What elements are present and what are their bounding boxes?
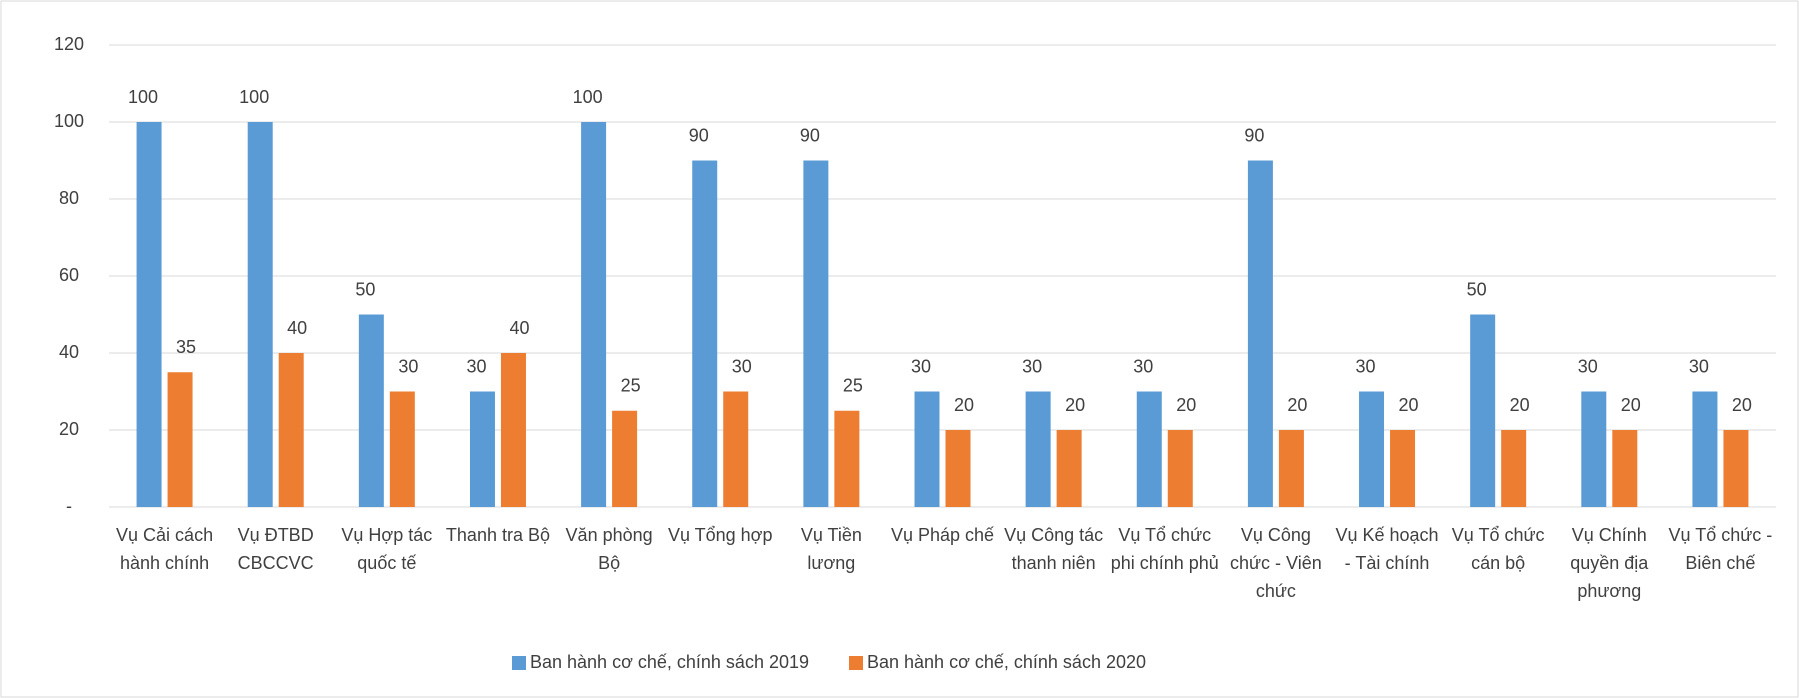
data-label: 30: [1578, 356, 1598, 376]
bar: [1167, 430, 1193, 507]
data-label: 20: [954, 395, 974, 415]
bar: [1581, 391, 1607, 507]
bar: [247, 122, 273, 507]
data-label: 20: [1176, 395, 1196, 415]
legend-swatch: [512, 656, 526, 670]
bar: [500, 353, 526, 507]
bar: [692, 160, 718, 507]
y-tick-label: -: [66, 496, 72, 516]
bar: [136, 122, 162, 507]
data-label: 30: [1133, 356, 1153, 376]
bar: [1390, 430, 1416, 507]
bar: [1612, 430, 1638, 507]
x-tick-label: Vụ Tổng hợp: [667, 525, 773, 545]
x-tick-label: Vụ Cải cách hành chính: [116, 525, 214, 573]
data-label: 20: [1065, 395, 1085, 415]
bar: [723, 391, 749, 507]
bar: [1470, 314, 1496, 507]
data-label: 20: [1510, 395, 1530, 415]
y-tick-label: 60: [59, 265, 79, 285]
data-label: 100: [573, 87, 603, 107]
bar: [1025, 391, 1051, 507]
data-label: 100: [128, 87, 158, 107]
data-label: 30: [398, 356, 418, 376]
bar: [278, 353, 304, 507]
data-label: 20: [1287, 395, 1307, 415]
x-tick-label: Văn phòng Bộ: [565, 525, 653, 573]
x-tick-label: Vụ Tổ chức phi chính phủ: [1110, 525, 1219, 573]
data-label: 90: [1244, 125, 1264, 145]
data-label: 40: [287, 318, 307, 338]
bar: [389, 391, 415, 507]
bar: [1136, 391, 1162, 507]
x-tick-label: Vụ Tổ chức cán bộ: [1451, 525, 1545, 573]
bar: [1723, 430, 1749, 507]
x-tick-label: Vụ Tổ chức - Biên chế: [1668, 525, 1773, 573]
x-tick-label: Vụ Chính quyền địa phương: [1570, 525, 1649, 601]
bar: [914, 391, 940, 507]
data-label: 35: [176, 337, 196, 357]
data-label: 30: [466, 356, 486, 376]
data-label: 30: [1356, 356, 1376, 376]
bar: [581, 122, 607, 507]
bar: [612, 410, 638, 507]
data-label: 30: [732, 356, 752, 376]
data-label: 30: [1022, 356, 1042, 376]
x-tick-label: Thanh tra Bộ: [445, 525, 550, 545]
bar: [469, 391, 495, 507]
x-tick-label: Vụ ĐTBD CBCCVC: [237, 525, 314, 573]
legend-swatch: [849, 656, 863, 670]
x-tick-label: Vụ Công tác thanh niên: [1004, 525, 1104, 573]
legend-label: Ban hành cơ chế, chính sách 2020: [867, 652, 1146, 672]
y-tick-label: 80: [59, 188, 79, 208]
bar: [834, 410, 860, 507]
legend-label: Ban hành cơ chế, chính sách 2019: [530, 652, 809, 672]
data-label: 90: [800, 125, 820, 145]
bar: [945, 430, 971, 507]
y-tick-label: 40: [59, 342, 79, 362]
data-label: 90: [689, 125, 709, 145]
bar: [1278, 430, 1304, 507]
y-tick-label: 120: [54, 34, 84, 54]
bar: [1359, 391, 1385, 507]
x-tick-label: Vụ Tiền lương: [800, 525, 862, 573]
data-label: 20: [1621, 395, 1641, 415]
data-label: 20: [1732, 395, 1752, 415]
bar: [1247, 160, 1273, 507]
data-label: 40: [509, 318, 529, 338]
x-tick-label: Vụ Công chức - Viên chức: [1230, 525, 1322, 601]
bar: [358, 314, 384, 507]
data-label: 25: [843, 376, 863, 396]
x-tick-label: Vụ Kế hoạch - Tài chính: [1335, 525, 1439, 573]
bar: [1056, 430, 1082, 507]
data-label: 30: [1689, 356, 1709, 376]
data-label: 50: [1467, 279, 1487, 299]
data-label: 50: [355, 279, 375, 299]
x-tick-label: Vụ Hợp tác quốc tế: [341, 525, 433, 573]
data-label: 20: [1399, 395, 1419, 415]
data-label: 100: [239, 87, 269, 107]
x-tick-label: Vụ Pháp chế: [890, 525, 995, 545]
bar: [167, 372, 193, 507]
bar: [1692, 391, 1718, 507]
y-tick-label: 100: [54, 111, 84, 131]
data-label: 25: [621, 376, 641, 396]
bar: [803, 160, 829, 507]
y-tick-label: 20: [59, 419, 79, 439]
bar: [1501, 430, 1527, 507]
data-label: 30: [911, 356, 931, 376]
